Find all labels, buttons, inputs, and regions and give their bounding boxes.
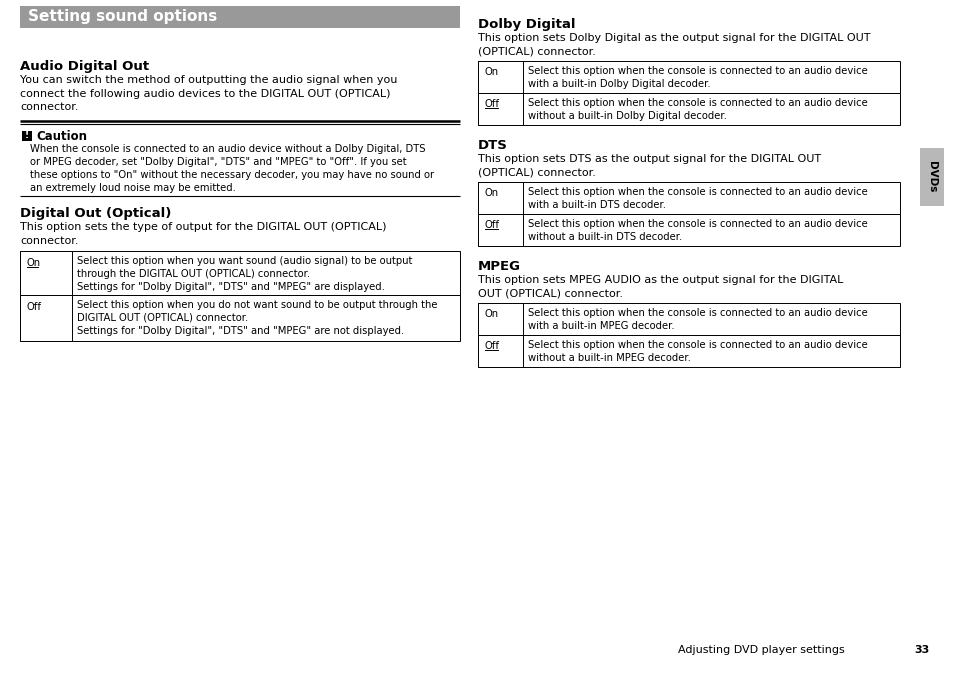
Text: Select this option when the console is connected to an audio device
with a built: Select this option when the console is c… [527, 308, 867, 331]
Text: Select this option when the console is connected to an audio device
without a bu: Select this option when the console is c… [527, 340, 867, 363]
Text: This option sets the type of output for the DIGITAL OUT (OPTICAL)
connector.: This option sets the type of output for … [20, 222, 386, 246]
Bar [477, 335, 522, 367]
Bar [477, 214, 899, 246]
Text: Off: Off [484, 220, 499, 230]
Text: Caution: Caution [36, 131, 87, 144]
Text: Audio Digital Out: Audio Digital Out [20, 60, 149, 73]
Text: This option sets Dolby Digital as the output signal for the DIGITAL OUT
(OPTICAL: This option sets Dolby Digital as the ou… [477, 33, 869, 57]
Bar [477, 335, 899, 367]
Text: This option sets DTS as the output signal for the DIGITAL OUT
(OPTICAL) connecto: This option sets DTS as the output signa… [477, 154, 821, 178]
Text: 33: 33 [914, 645, 929, 655]
Text: Select this option when the console is connected to an audio device
without a bu: Select this option when the console is c… [527, 219, 867, 242]
Bar [919, 148, 943, 206]
Text: MPEG: MPEG [477, 260, 520, 273]
Text: On: On [484, 67, 498, 77]
Text: Off: Off [27, 301, 42, 311]
Text: On: On [27, 257, 41, 268]
Bar [20, 251, 459, 295]
Text: You can switch the method of outputting the audio signal when you
connect the fo: You can switch the method of outputting … [20, 75, 397, 112]
Bar [477, 182, 522, 214]
Bar [477, 182, 899, 214]
Bar [477, 93, 522, 125]
Text: !: ! [25, 131, 29, 140]
Bar [22, 131, 32, 140]
Text: When the console is connected to an audio device without a Dolby Digital, DTS
or: When the console is connected to an audi… [30, 144, 434, 193]
Text: This option sets MPEG AUDIO as the output signal for the DIGITAL
OUT (OPTICAL) c: This option sets MPEG AUDIO as the outpu… [477, 275, 842, 299]
Text: DVDs: DVDs [926, 161, 936, 193]
Text: Select this option when the console is connected to an audio device
with a built: Select this option when the console is c… [527, 66, 867, 89]
Text: Select this option when you do not want sound to be output through the
DIGITAL O: Select this option when you do not want … [77, 299, 437, 336]
Bar [477, 303, 522, 335]
Text: Select this option when the console is connected to an audio device
with a built: Select this option when the console is c… [527, 187, 867, 210]
Bar [477, 93, 899, 125]
Text: Off: Off [484, 99, 499, 109]
Bar [20, 251, 71, 295]
Text: Select this option when you want sound (audio signal) to be output
through the D: Select this option when you want sound (… [77, 255, 412, 292]
Text: Dolby Digital: Dolby Digital [477, 18, 575, 31]
Bar [20, 295, 459, 340]
Text: Select this option when the console is connected to an audio device
without a bu: Select this option when the console is c… [527, 98, 867, 121]
Text: Setting sound options: Setting sound options [28, 9, 217, 24]
Text: Adjusting DVD player settings: Adjusting DVD player settings [678, 645, 844, 655]
Bar [477, 303, 899, 335]
Bar [20, 6, 459, 28]
Text: DTS: DTS [477, 139, 507, 152]
Bar [20, 295, 71, 340]
Text: Digital Out (Optical): Digital Out (Optical) [20, 208, 172, 220]
Bar [477, 61, 899, 93]
Bar [477, 214, 522, 246]
Text: Off: Off [484, 341, 499, 351]
Text: On: On [484, 309, 498, 319]
Text: On: On [484, 188, 498, 198]
Bar [477, 61, 522, 93]
